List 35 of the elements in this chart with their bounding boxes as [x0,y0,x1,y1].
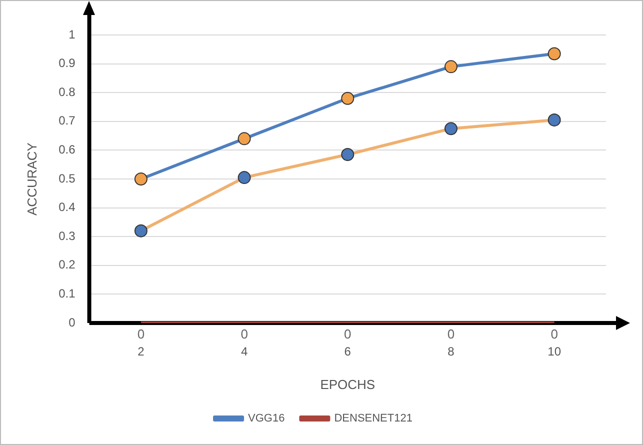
point [238,132,251,146]
y-tick-label: 0.8 [58,84,76,99]
x-tick-label: 10 [548,344,562,359]
y-tick-label: 0.7 [58,114,76,128]
data-label: 0 [344,326,352,342]
y-tick-label: 0.5 [58,171,76,186]
point [548,113,561,126]
y-tick-label: 0.4 [58,200,76,214]
y-tick-label: 0.1 [58,286,76,301]
y-tick-label: 0.6 [58,142,76,157]
point [134,224,148,238]
y-axis-title: ACCURACY [24,142,40,216]
data-label: 0 [240,326,248,342]
x-tick-label: 2 [138,344,145,359]
x-tick-label: 6 [344,344,352,359]
point [444,122,458,136]
y-tick-label: 0 [68,315,76,330]
y-tick-label: 0.2 [58,258,76,272]
legend-label: VGG16 [248,412,285,425]
y-tick-label: 0.3 [58,228,76,243]
point [341,92,354,105]
x-tick-label: 4 [240,344,248,359]
data-label: 0 [550,326,558,342]
y-tick-label: 1 [68,27,76,42]
point [548,47,561,60]
legend-label: DENSENET121 [334,412,412,425]
y-tick-label: 0.9 [58,56,76,70]
point [238,171,251,184]
x-axis-title: EPOCHS [320,376,376,392]
point [341,148,354,162]
data-label: 0 [447,326,455,342]
data-label: 0 [137,326,145,342]
point [444,60,458,74]
x-tick-label: 8 [448,344,455,359]
point [134,172,148,186]
